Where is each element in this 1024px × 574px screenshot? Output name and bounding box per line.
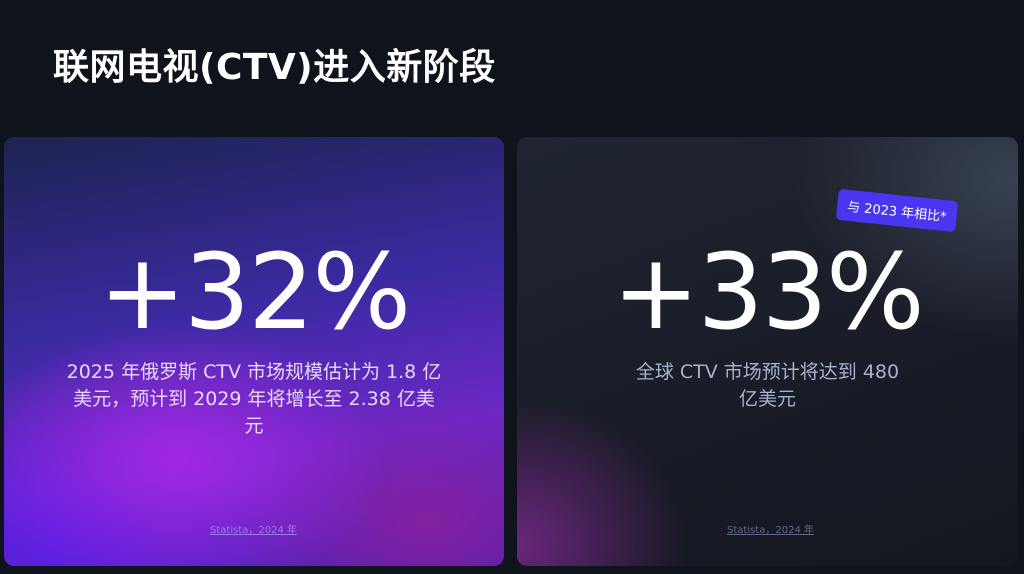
comparison-badge: 与 2023 年相比*: [835, 188, 959, 233]
stat-card-global: 与 2023 年相比* +33% 全球 CTV 市场预计将达到 480 亿美元 …: [517, 137, 1018, 566]
stat-value: +32%: [98, 231, 411, 353]
stat-description: 全球 CTV 市场预计将达到 480 亿美元: [635, 361, 900, 410]
source-link[interactable]: Statista，2024 年: [210, 525, 297, 536]
stat-description: 2025 年俄罗斯 CTV 市场规模估计为 1.8 亿美元，预计到 2029 年…: [66, 361, 442, 437]
page-title: 联网电视(CTV)进入新阶段: [53, 47, 496, 88]
source-link[interactable]: Statista，2024 年: [727, 525, 814, 536]
stat-value: +33%: [612, 231, 924, 353]
stat-card-russia: +32% 2025 年俄罗斯 CTV 市场规模估计为 1.8 亿美元，预计到 2…: [4, 137, 504, 566]
